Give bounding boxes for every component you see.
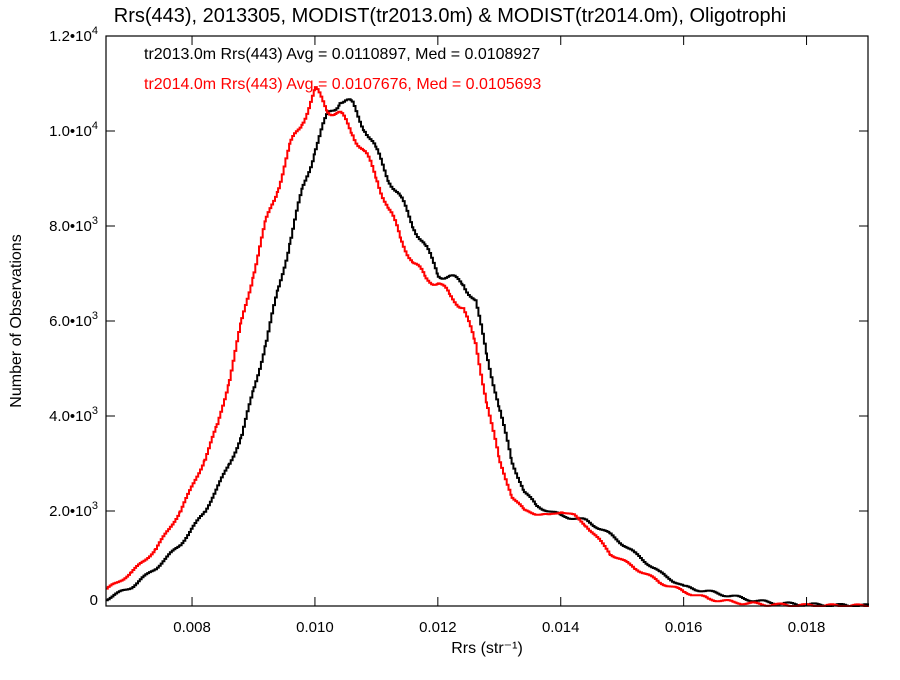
series-line-tr2013.0m (106, 98, 869, 607)
legend-entry-tr2014.0m: tr2014.0m Rrs(443) Avg = 0.0107676, Med … (144, 76, 541, 93)
y-tick-label: 6.0•103 (49, 310, 98, 330)
x-tick-label: 0.008 (173, 619, 211, 636)
x-tick-label: 0.010 (296, 619, 334, 636)
legend-entry-tr2013.0m: tr2013.0m Rrs(443) Avg = 0.0110897, Med … (144, 46, 540, 63)
axis-ticks: 0.008 0.010 0.012 0.014 0.016 0.018 0 2.0•103 4.… (49, 25, 868, 636)
y-axis-label: Number of Observations (8, 234, 25, 407)
series-line-tr2014.0m (106, 86, 869, 607)
y-tick-label: 0 (90, 592, 98, 609)
x-axis-label: Rrs (str⁻¹) (451, 640, 523, 657)
x-tick-label: 0.014 (542, 619, 580, 636)
plot-frame (105, 35, 869, 607)
chart-title: Rrs(443), 2013305, MODIST(tr2013.0m) & M… (114, 5, 786, 27)
x-tick-label: 0.018 (788, 619, 826, 636)
y-tick-label: 2.0•103 (49, 500, 98, 520)
x-tick-label: 0.016 (665, 619, 703, 636)
x-tick-label: 0.012 (419, 619, 457, 636)
legend: tr2013.0m Rrs(443) Avg = 0.0110897, Med … (144, 46, 541, 93)
y-tick-label: 1.0•104 (49, 120, 98, 140)
y-tick-label: 1.2•104 (49, 25, 98, 45)
plot-lines (106, 86, 869, 607)
y-tick-label: 8.0•103 (49, 215, 98, 235)
y-tick-label: 4.0•103 (49, 405, 98, 425)
